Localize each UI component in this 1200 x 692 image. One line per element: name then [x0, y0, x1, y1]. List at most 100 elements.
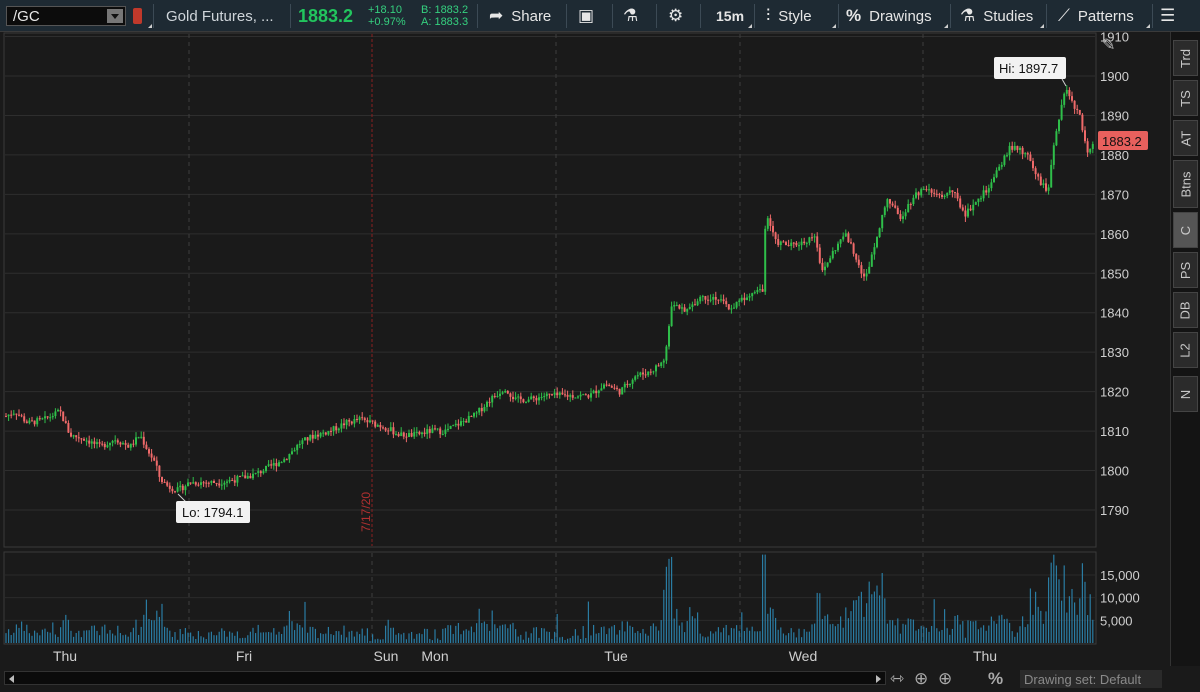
candle-body: [483, 407, 486, 412]
candle-body: [597, 390, 600, 394]
tab-btns[interactable]: Btns: [1173, 160, 1198, 208]
tab-at[interactable]: AT: [1173, 120, 1198, 156]
message-alert-icon: ▣: [578, 6, 595, 25]
candle-body: [252, 473, 254, 479]
symbol-selector[interactable]: /GC: [6, 6, 126, 26]
candle-body: [902, 216, 904, 219]
candle-body: [96, 442, 98, 444]
candle-body: [241, 475, 244, 477]
tab-l2[interactable]: L2: [1173, 332, 1198, 368]
patterns-button[interactable]: ⟋ Patterns: [1058, 0, 1134, 32]
candle-body: [1021, 147, 1024, 155]
candle-body: [904, 212, 907, 217]
candle-body: [610, 386, 613, 388]
tab-ps[interactable]: PS: [1173, 252, 1198, 288]
menu-button[interactable]: ☰: [1160, 0, 1183, 32]
chart-info-button[interactable]: ▣: [578, 0, 602, 32]
candle-body: [1071, 96, 1073, 101]
candle-body: [519, 396, 522, 400]
studies-caret-icon[interactable]: [1036, 24, 1044, 28]
settings-button[interactable]: ⚙: [668, 0, 691, 32]
candle-body: [691, 304, 694, 307]
candle-body: [1013, 145, 1016, 150]
percent-scale-icon[interactable]: %: [988, 669, 1004, 688]
candle-body: [1052, 145, 1055, 165]
price-tick-label: 1810: [1100, 424, 1129, 439]
candle-body: [501, 392, 504, 394]
candle-body: [322, 432, 325, 434]
crosshair-tool-icon[interactable]: ✎: [1102, 35, 1115, 54]
alert-flag-icon[interactable]: [133, 8, 142, 24]
drawings-button[interactable]: % Drawings: [846, 0, 932, 32]
flag-menu-caret-icon[interactable]: [144, 24, 152, 28]
candle-body: [447, 428, 449, 430]
flask-lab-button[interactable]: ⚗: [623, 0, 646, 32]
candle-body: [226, 481, 228, 483]
candle-body: [571, 395, 574, 398]
zoom-icon[interactable]: ⊕: [938, 669, 953, 688]
candle-body: [291, 451, 293, 455]
candle-body: [233, 480, 236, 483]
candle-body: [922, 189, 925, 191]
candle-body: [1000, 164, 1003, 167]
candle-body: [20, 415, 23, 417]
style-caret-icon[interactable]: [828, 24, 836, 28]
symbol-dropdown-arrow-icon[interactable]: [107, 9, 123, 23]
drawing-set-selector[interactable]: Drawing set: Default: [1020, 670, 1162, 688]
candle-body: [553, 392, 556, 395]
candle-body: [634, 376, 637, 380]
tab-ts[interactable]: TS: [1173, 80, 1198, 116]
candle-body: [548, 393, 551, 395]
candle-body: [428, 429, 431, 433]
expand-arrows-icon[interactable]: ⇿: [890, 669, 905, 688]
candle-body: [956, 192, 959, 199]
candle-body: [670, 306, 673, 327]
horizontal-scrollbar[interactable]: [4, 671, 886, 685]
candle-body: [935, 193, 938, 195]
share-icon: ➦: [489, 6, 504, 25]
tab-trd[interactable]: Trd: [1173, 40, 1198, 76]
candle-body: [870, 254, 873, 267]
candle-body: [803, 241, 806, 244]
candle-body: [574, 397, 577, 399]
candle-body: [837, 243, 839, 251]
candle-body: [824, 266, 826, 271]
tab-c[interactable]: C: [1173, 212, 1198, 248]
candle-body: [751, 293, 754, 297]
scroll-left-icon[interactable]: [9, 675, 14, 683]
gear-icon: ⚙: [668, 6, 684, 25]
drawings-caret-icon[interactable]: [940, 24, 948, 28]
style-button[interactable]: ⫶ Style: [766, 0, 812, 32]
candle-body: [805, 242, 808, 244]
candle-body: [158, 465, 161, 477]
grid-lines: [5, 36, 1095, 621]
share-button[interactable]: ➦ Share: [489, 0, 551, 32]
candle-body: [57, 409, 59, 412]
candle-body: [283, 459, 286, 463]
candle-body: [886, 199, 889, 208]
price-chart[interactable]: 1790 1800 1810 1820 1830 1840 1850 1860 1870 1880…: [0, 32, 1170, 666]
candle-body: [504, 390, 507, 393]
crosshair-icon[interactable]: ⊕: [914, 669, 929, 688]
candle-body: [207, 482, 210, 484]
tab-db[interactable]: DB: [1173, 292, 1198, 328]
candle-body: [244, 475, 247, 479]
candle-body: [709, 299, 712, 301]
candle-body: [462, 421, 465, 423]
patterns-caret-icon[interactable]: [1142, 24, 1150, 28]
tab-n[interactable]: N: [1173, 376, 1198, 412]
candle-body: [314, 434, 317, 439]
candle-body: [496, 396, 499, 398]
candle-body: [785, 242, 787, 246]
candle-body: [140, 436, 143, 438]
candle-body: [124, 443, 127, 445]
timeframe-button[interactable]: 15m: [716, 8, 745, 24]
candle-body: [982, 190, 985, 199]
timeframe-caret-icon[interactable]: [744, 24, 752, 28]
candle-body: [964, 210, 967, 217]
studies-button[interactable]: ⚗ Studies: [960, 0, 1033, 32]
candle-body: [454, 423, 457, 426]
scroll-right-icon[interactable]: [876, 675, 881, 683]
candle-body: [1076, 108, 1079, 110]
candle-body: [1065, 89, 1068, 94]
